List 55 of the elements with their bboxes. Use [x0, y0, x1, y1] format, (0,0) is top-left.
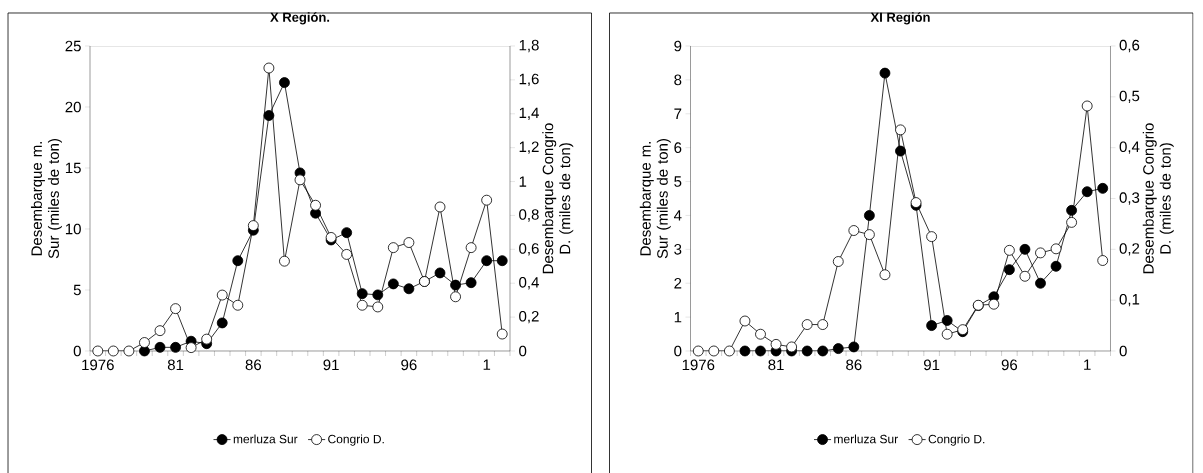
y2-tick-label: 0,1	[1119, 293, 1140, 307]
y2-tick-label: 1,4	[519, 107, 539, 120]
legend-label: merluza Sur	[233, 434, 298, 444]
y2-tick-label: 0,8	[519, 209, 539, 222]
y-tick-label: 8	[674, 74, 682, 86]
y2-tick-label: 1,6	[519, 73, 539, 87]
y-tick-label: 0	[73, 345, 81, 357]
x-tick-label: 81	[167, 359, 184, 371]
x-tick-label: 96	[401, 359, 417, 371]
y-tick-label: 6	[674, 142, 682, 153]
y2-tick-label: 0,4	[519, 277, 539, 290]
y2-tick-label: 1,8	[519, 39, 539, 53]
x-tick-label: 86	[245, 359, 262, 371]
y-tick-label: 4	[673, 210, 682, 221]
chart-title: X Región.	[270, 12, 330, 25]
y-tick-label: 5	[674, 176, 682, 187]
y-tick-label: 10	[65, 223, 81, 235]
x-tick-label: 1	[1084, 359, 1091, 370]
y-axis-title: Desembarque m. Sur (miles de ton)	[639, 139, 671, 259]
y2-tick-label: 0,2	[1119, 243, 1140, 256]
y-tick-label: 15	[65, 162, 81, 174]
x-tick-label: 96	[1001, 359, 1018, 371]
y2-tick-label: 0,6	[1119, 39, 1140, 53]
y2-tick-label: 1	[519, 176, 527, 187]
legend-label: Congrio D.	[328, 434, 384, 446]
y2-axis-title: Desembarque Congrio D. (miles de ton)	[542, 123, 574, 274]
y-axis-title: Desembarque m. Sur (miles de ton)	[30, 139, 62, 259]
x-tick-label: 1	[483, 359, 491, 370]
x-tick-label: 1976	[682, 359, 715, 371]
x-tick-label: 91	[323, 359, 339, 371]
y2-tick-label: 0	[519, 345, 527, 357]
y2-tick-label: 0,3	[1119, 192, 1140, 205]
x-tick-label: 81	[768, 359, 784, 371]
y2-tick-label: 0,4	[1119, 141, 1140, 154]
y-tick-label: 1	[674, 311, 682, 323]
y-tick-label: 5	[73, 284, 81, 296]
y2-axis-title: Desembarque Congrio D. (miles de ton)	[1142, 123, 1174, 274]
chart-title: XI Región	[870, 12, 930, 25]
y-tick-label: 3	[674, 244, 682, 255]
x-tick-label: 1976	[82, 359, 114, 371]
y2-tick-label: 1,2	[519, 141, 539, 154]
y2-tick-label: 0,5	[1119, 90, 1140, 104]
y-tick-label: 20	[65, 101, 81, 113]
x-tick-label: 91	[923, 359, 940, 371]
legend-label: Congrio D.	[928, 434, 985, 446]
x-tick-label: 86	[846, 359, 862, 371]
y-tick-label: 7	[674, 108, 682, 119]
y-tick-label: 2	[674, 277, 682, 289]
legend-label: merluza Sur	[834, 434, 898, 444]
y2-tick-label: 0,6	[519, 243, 539, 256]
y2-tick-label: 0,2	[519, 310, 539, 324]
y-tick-label: 0	[674, 345, 682, 357]
y-tick-label: 25	[65, 40, 81, 52]
y-tick-label: 9	[674, 40, 682, 52]
y2-tick-label: 0	[1119, 345, 1127, 357]
